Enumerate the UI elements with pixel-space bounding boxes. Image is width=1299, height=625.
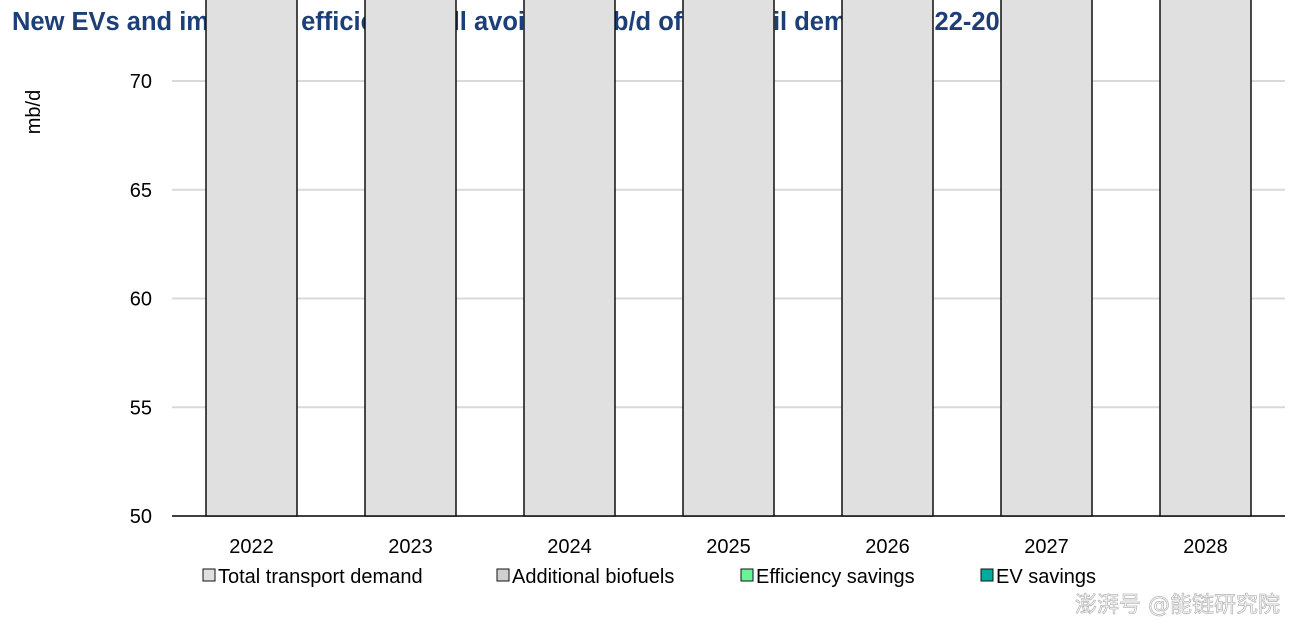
y-tick-label: 50 <box>130 506 152 528</box>
bar-total-transport-demand-2027 <box>1000 0 1093 517</box>
x-tick-label: 2028 <box>1183 536 1228 558</box>
legend-swatch <box>496 568 510 582</box>
bar-total-transport-demand-2024 <box>523 0 616 517</box>
x-tick-label: 2027 <box>1024 536 1069 558</box>
y-tick-label: 70 <box>130 71 152 93</box>
x-tick-label: 2022 <box>229 536 274 558</box>
x-tick-label: 2025 <box>706 536 751 558</box>
y-tick-label: 65 <box>130 180 152 202</box>
y-axis-label: mb/d <box>23 90 45 134</box>
bar-total-transport-demand-2028 <box>1159 0 1252 517</box>
legend-swatch <box>740 568 754 582</box>
legend-label: EV savings <box>996 566 1096 588</box>
legend-swatch <box>980 568 994 582</box>
x-tick-label: 2026 <box>865 536 910 558</box>
legend-swatch <box>202 568 216 582</box>
legend-label: Total transport demand <box>218 566 423 588</box>
y-tick-label: 55 <box>130 397 152 419</box>
bar-total-transport-demand-2023 <box>364 0 457 517</box>
bar-total-transport-demand-2026 <box>841 0 934 517</box>
y-tick-label: 60 <box>130 289 152 311</box>
bar-total-transport-demand-2022 <box>205 0 298 517</box>
legend-label: Efficiency savings <box>756 566 915 588</box>
legend-label: Additional biofuels <box>512 566 674 588</box>
x-tick-label: 2024 <box>547 536 592 558</box>
bar-total-transport-demand-2025 <box>682 0 775 517</box>
watermark: 澎湃号 @能链研究院 <box>1075 593 1280 618</box>
x-tick-label: 2023 <box>388 536 433 558</box>
